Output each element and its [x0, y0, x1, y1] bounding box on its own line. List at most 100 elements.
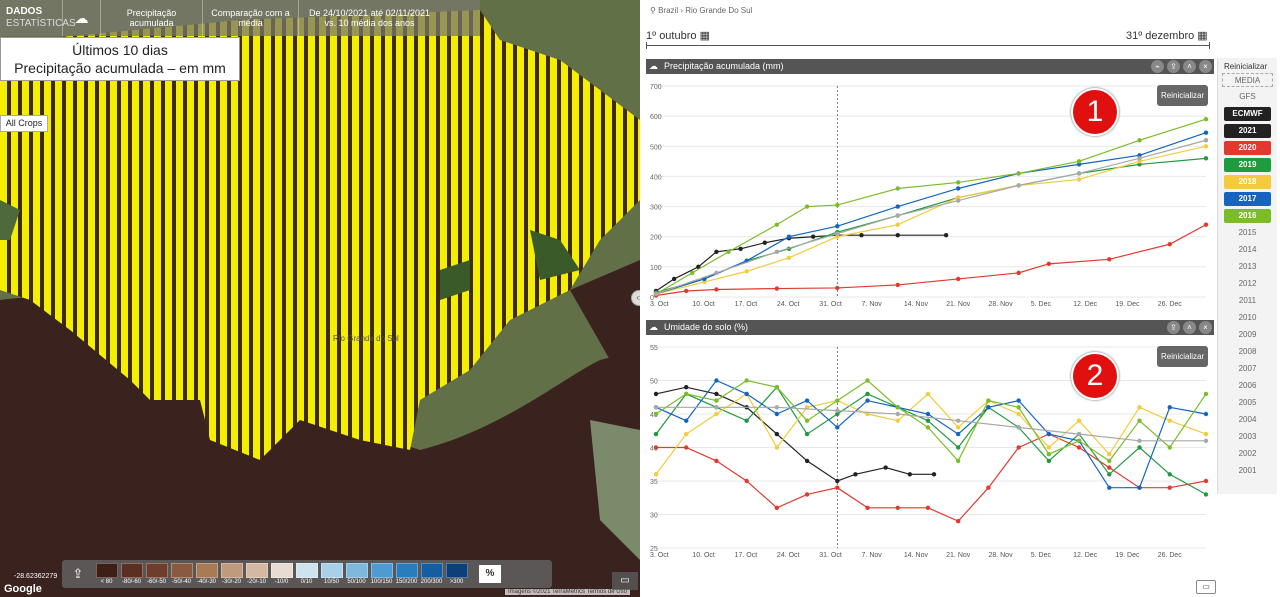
- data-point[interactable]: [835, 234, 840, 239]
- data-point[interactable]: [955, 198, 961, 203]
- data-point[interactable]: [895, 213, 900, 218]
- data-point[interactable]: [955, 186, 961, 191]
- year-toggle-2010[interactable]: 2010: [1238, 313, 1257, 322]
- breadcrumb-text[interactable]: Brazil › Rio Grande Do Sul: [658, 6, 753, 15]
- data-point[interactable]: [853, 472, 858, 477]
- data-point[interactable]: [1046, 445, 1052, 450]
- data-point[interactable]: [774, 385, 780, 390]
- data-point[interactable]: [1167, 472, 1172, 477]
- data-point[interactable]: [1016, 171, 1021, 176]
- series-toggle-ecmwf[interactable]: ECMWF: [1224, 107, 1271, 121]
- data-point[interactable]: [653, 411, 659, 417]
- data-point[interactable]: [1016, 445, 1021, 450]
- map-attribution[interactable]: Imagens ©2021 TerraMetrics Termos de Uso: [505, 589, 630, 595]
- map-type-icon[interactable]: ▭: [612, 572, 638, 590]
- data-point[interactable]: [865, 398, 870, 403]
- data-point[interactable]: [1203, 438, 1209, 443]
- data-point[interactable]: [1107, 485, 1112, 490]
- series-line[interactable]: [655, 118, 1207, 295]
- year-toggle-2003[interactable]: 2003: [1238, 432, 1257, 441]
- close-icon[interactable]: ×: [1199, 60, 1212, 73]
- data-point[interactable]: [955, 458, 961, 464]
- series-line[interactable]: [655, 379, 1207, 462]
- data-point[interactable]: [684, 391, 689, 397]
- data-point[interactable]: [1203, 144, 1209, 149]
- series-line[interactable]: [655, 224, 1207, 297]
- data-point[interactable]: [1167, 485, 1172, 490]
- data-point[interactable]: [895, 282, 900, 288]
- data-point[interactable]: [865, 505, 870, 510]
- data-point[interactable]: [955, 431, 961, 437]
- data-point[interactable]: [653, 431, 659, 437]
- data-point[interactable]: [1076, 418, 1082, 423]
- data-point[interactable]: [684, 431, 689, 437]
- data-point[interactable]: [653, 405, 659, 410]
- data-point[interactable]: [865, 391, 870, 397]
- data-point[interactable]: [895, 222, 900, 227]
- data-point[interactable]: [955, 519, 961, 524]
- data-point[interactable]: [895, 411, 900, 417]
- data-point[interactable]: [786, 255, 792, 261]
- data-point[interactable]: [1203, 391, 1209, 397]
- series-toggle-2018[interactable]: 2018: [1224, 175, 1271, 189]
- data-point[interactable]: [774, 222, 780, 227]
- data-point[interactable]: [1137, 153, 1142, 158]
- data-point[interactable]: [744, 391, 749, 397]
- data-point[interactable]: [1076, 177, 1082, 182]
- year-toggle-2006[interactable]: 2006: [1238, 381, 1257, 390]
- calendar-icon[interactable]: ▦: [1197, 30, 1208, 42]
- series-line[interactable]: [655, 139, 1207, 295]
- data-point[interactable]: [955, 276, 961, 282]
- data-point[interactable]: [684, 385, 689, 390]
- data-point[interactable]: [907, 472, 913, 477]
- year-toggle-2005[interactable]: 2005: [1238, 398, 1257, 407]
- data-point[interactable]: [1203, 156, 1209, 161]
- data-point[interactable]: [835, 231, 840, 236]
- data-point[interactable]: [1137, 405, 1142, 410]
- data-point[interactable]: [1076, 445, 1082, 450]
- year-toggle-2012[interactable]: 2012: [1238, 279, 1257, 288]
- data-point[interactable]: [865, 378, 870, 383]
- period-selector[interactable]: De 24/10/2021 até 02/11/2021 vs. 10 médi…: [298, 0, 440, 36]
- collapse-icon[interactable]: ˄: [1183, 60, 1196, 73]
- data-point[interactable]: [1203, 116, 1209, 122]
- data-point[interactable]: [1016, 270, 1021, 276]
- data-point[interactable]: [955, 180, 961, 185]
- data-point[interactable]: [925, 391, 931, 397]
- data-point[interactable]: [835, 398, 840, 403]
- percent-toggle-button[interactable]: %: [479, 565, 501, 583]
- data-point[interactable]: [1203, 478, 1209, 484]
- year-toggle-2007[interactable]: 2007: [1238, 364, 1257, 373]
- reset-zoom-button[interactable]: Reinicializar: [1157, 346, 1209, 367]
- data-point[interactable]: [714, 411, 719, 417]
- comparison-selector[interactable]: Comparação com a média: [202, 0, 298, 36]
- year-toggle-2014[interactable]: 2014: [1238, 245, 1257, 254]
- data-point[interactable]: [1076, 171, 1082, 176]
- data-point[interactable]: [774, 445, 780, 450]
- data-point[interactable]: [1167, 418, 1172, 423]
- data-point[interactable]: [1016, 405, 1021, 410]
- data-point[interactable]: [1203, 411, 1209, 417]
- data-point[interactable]: [690, 270, 695, 276]
- reset-zoom-button[interactable]: Reinicializar: [1157, 85, 1209, 106]
- data-point[interactable]: [859, 233, 864, 238]
- data-point[interactable]: [1203, 431, 1209, 437]
- data-point[interactable]: [804, 431, 810, 437]
- precipitation-chart[interactable]: 0 100 200 300 400 500 600 700 3. Oct 10. Oct 17. O…: [646, 74, 1214, 312]
- year-toggle-2009[interactable]: 2009: [1238, 330, 1257, 339]
- data-point[interactable]: [1016, 425, 1021, 430]
- data-point[interactable]: [1107, 452, 1112, 457]
- data-point[interactable]: [774, 405, 780, 410]
- data-point[interactable]: [684, 418, 689, 423]
- data-point[interactable]: [702, 279, 707, 285]
- data-point[interactable]: [744, 418, 749, 423]
- data-point[interactable]: [925, 425, 931, 430]
- series-line[interactable]: [655, 145, 1207, 295]
- data-point[interactable]: [1046, 261, 1052, 267]
- data-point[interactable]: [1107, 472, 1112, 477]
- series-line[interactable]: [655, 386, 935, 482]
- data-point[interactable]: [774, 286, 780, 291]
- data-point[interactable]: [1046, 452, 1052, 457]
- data-point[interactable]: [774, 249, 780, 254]
- data-point[interactable]: [1016, 183, 1021, 188]
